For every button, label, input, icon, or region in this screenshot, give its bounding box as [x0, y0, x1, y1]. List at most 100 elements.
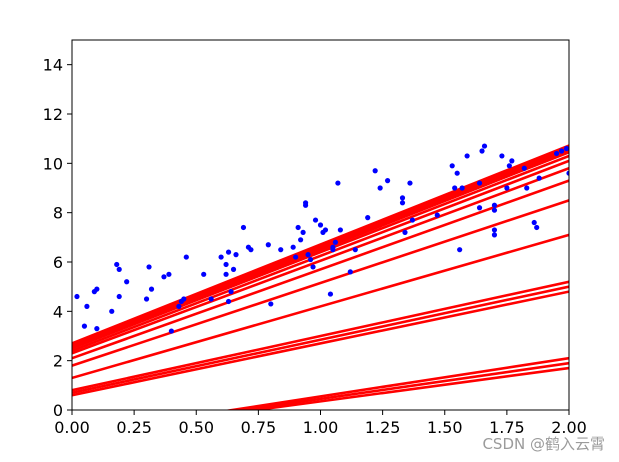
data-point [218, 254, 224, 260]
data-point [491, 207, 498, 213]
data-point [330, 247, 336, 253]
data-point [298, 237, 304, 243]
x-tick-label: 1.50 [427, 418, 463, 437]
data-point [233, 252, 239, 258]
y-tick-label: 2 [53, 352, 63, 371]
data-point [109, 308, 115, 314]
fit-line-11 [72, 154, 569, 350]
data-point [459, 185, 465, 191]
data-point [317, 222, 324, 228]
data-points [74, 143, 569, 334]
data-point [449, 163, 455, 169]
data-point [352, 247, 358, 253]
data-point [312, 217, 319, 223]
data-point [225, 298, 232, 305]
data-point [223, 271, 229, 277]
data-point [302, 202, 309, 208]
x-tick-label: 2.00 [551, 418, 587, 437]
x-axis-ticks: 0.00 0.25 0.50 0.75 1.00 1.25 1.50 1.75 2.00 [54, 410, 587, 437]
data-point [201, 271, 207, 277]
data-point [84, 303, 90, 309]
fit-lines [72, 144, 569, 410]
data-point [268, 301, 274, 307]
y-tick-label: 12 [43, 105, 63, 124]
x-tick-label: 0.25 [116, 418, 152, 437]
data-point [491, 227, 498, 233]
data-point [491, 232, 498, 238]
data-point [563, 145, 569, 152]
data-point [553, 150, 560, 157]
data-point [402, 229, 408, 235]
data-point [230, 266, 237, 272]
fit-line-10 [72, 159, 569, 353]
data-point [372, 168, 378, 174]
data-point [536, 175, 542, 181]
x-tick-label: 0.50 [178, 418, 214, 437]
data-point [124, 279, 130, 285]
data-point [407, 180, 413, 186]
data-point [531, 219, 537, 226]
data-point [293, 254, 299, 260]
data-point [332, 239, 339, 245]
fit-line-7 [72, 199, 569, 367]
data-point [476, 205, 483, 211]
data-point [524, 185, 530, 191]
data-point [248, 247, 254, 253]
fit-line-5 [72, 280, 569, 392]
data-point [464, 153, 470, 159]
data-point [166, 271, 172, 277]
data-point [506, 163, 512, 169]
data-point [116, 266, 122, 272]
data-point [521, 165, 527, 171]
data-point [94, 326, 100, 332]
data-point [365, 215, 371, 221]
data-point [337, 227, 343, 233]
fit-line-3 [72, 290, 569, 397]
x-tick-label: 0.00 [54, 418, 90, 437]
data-point [208, 296, 214, 302]
y-tick-label: 8 [53, 204, 63, 223]
fit-line-8 [72, 179, 569, 360]
data-point [327, 291, 334, 297]
data-point [399, 200, 406, 206]
fit-line-9 [72, 167, 569, 355]
fit-line-2 [223, 356, 569, 410]
data-point [307, 256, 314, 263]
watermark: CSDN @鹤入云霄 [482, 435, 605, 453]
y-tick-label: 6 [53, 253, 63, 272]
x-tick-label: 1.00 [303, 418, 339, 437]
y-axis-ticks: 0 2 4 6 8 10 12 14 [43, 56, 72, 420]
data-point [534, 224, 540, 231]
data-point [310, 264, 316, 270]
data-point [94, 286, 100, 292]
data-point [322, 227, 329, 233]
data-point [504, 185, 510, 191]
data-point [278, 247, 284, 253]
data-point [347, 269, 353, 275]
data-point [377, 185, 383, 191]
y-tick-label: 10 [43, 154, 63, 173]
y-tick-label: 4 [53, 302, 63, 321]
data-point [305, 252, 311, 258]
data-point [265, 242, 271, 248]
y-tick-label: 14 [43, 56, 63, 75]
data-point [566, 170, 569, 176]
data-point [499, 153, 505, 159]
data-point [558, 148, 565, 154]
data-point [457, 247, 463, 253]
fit-line-0 [246, 366, 569, 410]
data-point [300, 229, 306, 235]
data-point [454, 170, 460, 176]
data-point [223, 261, 229, 268]
data-point [509, 158, 515, 164]
data-point [295, 224, 301, 231]
data-point [114, 261, 120, 268]
data-point [181, 296, 187, 302]
data-point [409, 217, 416, 223]
data-point [116, 293, 122, 300]
fit-line-6 [72, 233, 569, 380]
data-point [476, 180, 483, 186]
fit-line-12 [72, 151, 569, 349]
data-point [434, 212, 440, 218]
